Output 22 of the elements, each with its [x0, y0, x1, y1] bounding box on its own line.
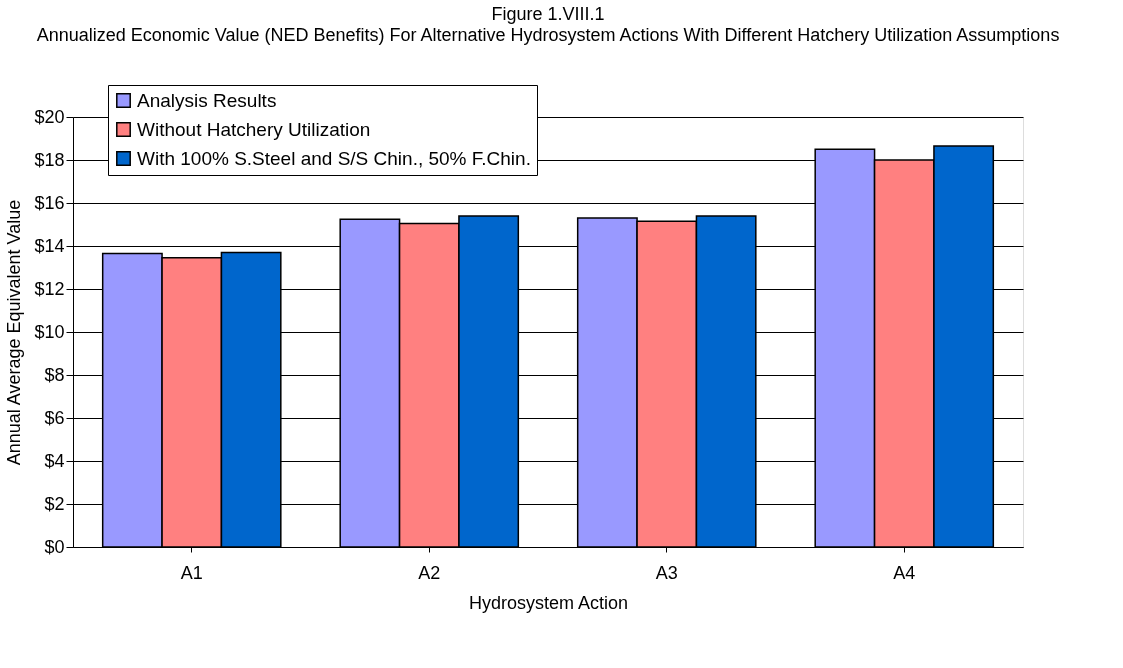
y-tick-label: $14	[34, 235, 65, 256]
y-tick-label: $0	[44, 536, 65, 557]
x-tick-label: A1	[180, 562, 203, 583]
y-tick-label: $20	[34, 106, 65, 127]
x-tick-label: A4	[893, 562, 916, 583]
y-tick-label: $8	[44, 364, 65, 385]
chart-title: Figure 1.VIII.1	[491, 3, 605, 24]
x-tick-label: A3	[655, 562, 678, 583]
y-tick-label: $6	[44, 407, 65, 428]
y-tick-label: $18	[34, 149, 65, 170]
x-tick-label: A2	[418, 562, 441, 583]
x-axis-title: Hydrosystem Action	[468, 592, 629, 613]
legend-label: Without Hatchery Utilization	[137, 118, 371, 140]
y-tick-label: $16	[34, 192, 65, 213]
legend-label: Analysis Results	[137, 89, 277, 111]
legend-label: With 100% S.Steel and S/S Chin., 50% F.Chin.	[137, 147, 531, 169]
y-tick-label: $4	[44, 450, 65, 471]
y-tick-label: $12	[34, 278, 65, 299]
chart-subtitle: Annualized Economic Value (NED Benefits) For Alternative Hydrosystem Actions With Different Hatchery Utilization Assumptions	[36, 24, 1060, 45]
y-tick-label: $10	[34, 321, 65, 342]
y-axis-title: Annual Average Equivalent Value	[4, 199, 25, 466]
y-tick-label: $2	[44, 493, 65, 514]
